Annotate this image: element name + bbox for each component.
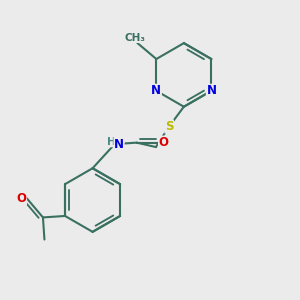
Text: N: N: [206, 84, 216, 97]
Text: O: O: [16, 192, 26, 205]
Text: CH₃: CH₃: [124, 32, 145, 43]
Text: S: S: [165, 120, 173, 133]
Text: O: O: [158, 136, 169, 149]
Text: N: N: [151, 84, 161, 97]
Text: N: N: [114, 138, 124, 151]
Text: H: H: [107, 137, 116, 147]
